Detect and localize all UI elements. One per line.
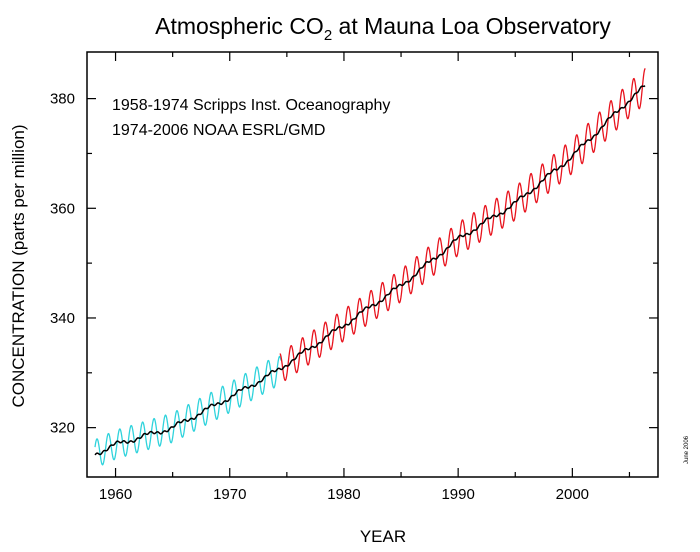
axis-ticks: 1960 1970 1980 1990 2000 320 340 360 380 bbox=[50, 52, 658, 503]
chart-title-subscript: 2 bbox=[324, 27, 332, 44]
y-axis-label: CONCENTRATION (parts per million) bbox=[9, 124, 28, 407]
x-tick-label: 1960 bbox=[99, 486, 132, 503]
series-line-2 bbox=[94, 85, 646, 456]
x-axis-label: YEAR bbox=[360, 527, 406, 546]
chart-title-rest: at Mauna Loa Observatory bbox=[332, 13, 611, 39]
y-tick-label: 320 bbox=[50, 420, 75, 437]
y-tick-label: 380 bbox=[50, 91, 75, 108]
series-layer bbox=[94, 68, 646, 466]
x-tick-label: 2000 bbox=[556, 486, 589, 503]
annotation-scripps: 1958-1974 Scripps Inst. Oceanography bbox=[112, 97, 390, 114]
chart-title: Atmospheric CO2 at Mauna Loa Observatory bbox=[155, 13, 611, 44]
x-tick-label: 1990 bbox=[441, 486, 474, 503]
series-line-1 bbox=[279, 68, 646, 382]
x-tick-label: 1980 bbox=[327, 486, 360, 503]
y-tick-label: 360 bbox=[50, 200, 75, 217]
side-note-date: June 2006 bbox=[684, 435, 690, 464]
y-tick-label: 340 bbox=[50, 310, 75, 327]
x-tick-label: 1970 bbox=[213, 486, 246, 503]
series-line-0 bbox=[94, 355, 282, 466]
plot-frame bbox=[86, 51, 659, 478]
annotation-noaa: 1974-2006 NOAA ESRL/GMD bbox=[112, 122, 325, 139]
chart-title-main: Atmospheric CO bbox=[155, 13, 324, 39]
